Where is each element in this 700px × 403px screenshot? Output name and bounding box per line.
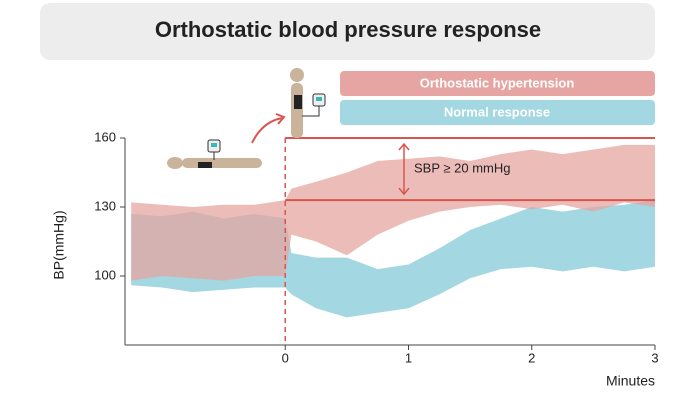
plot-area: 100 130 160 0 1 2 3 SBP ≥ 20 mmHg xyxy=(94,129,658,365)
posture-arrowhead xyxy=(275,113,286,125)
x-tick-label: 1 xyxy=(405,350,412,365)
arrowhead xyxy=(398,142,410,196)
posture-arrow xyxy=(251,117,283,144)
band-area xyxy=(131,144,655,281)
x-axis-label: Minutes xyxy=(606,373,655,389)
legend-label: Orthostatic hypertension xyxy=(420,75,575,90)
standing-figure xyxy=(290,68,326,138)
x-tick-label: 3 xyxy=(651,350,658,365)
y-tick-label: 130 xyxy=(94,198,116,213)
annotation: SBP ≥ 20 mmHg xyxy=(414,160,510,175)
x-tick-label: 2 xyxy=(528,350,535,365)
title-box xyxy=(40,3,655,60)
x-tick-label: 0 xyxy=(282,350,289,365)
lying-figure xyxy=(167,139,262,169)
legend-swatch xyxy=(340,71,655,96)
y-tick-label: 100 xyxy=(94,267,116,282)
y-tick-label: 160 xyxy=(94,129,116,144)
y-axis-label: BP(mmHg) xyxy=(51,210,67,279)
legend-label: Normal response xyxy=(444,104,550,119)
legend-swatch xyxy=(340,100,655,125)
chart-title: Orthostatic blood pressure response xyxy=(155,17,541,42)
